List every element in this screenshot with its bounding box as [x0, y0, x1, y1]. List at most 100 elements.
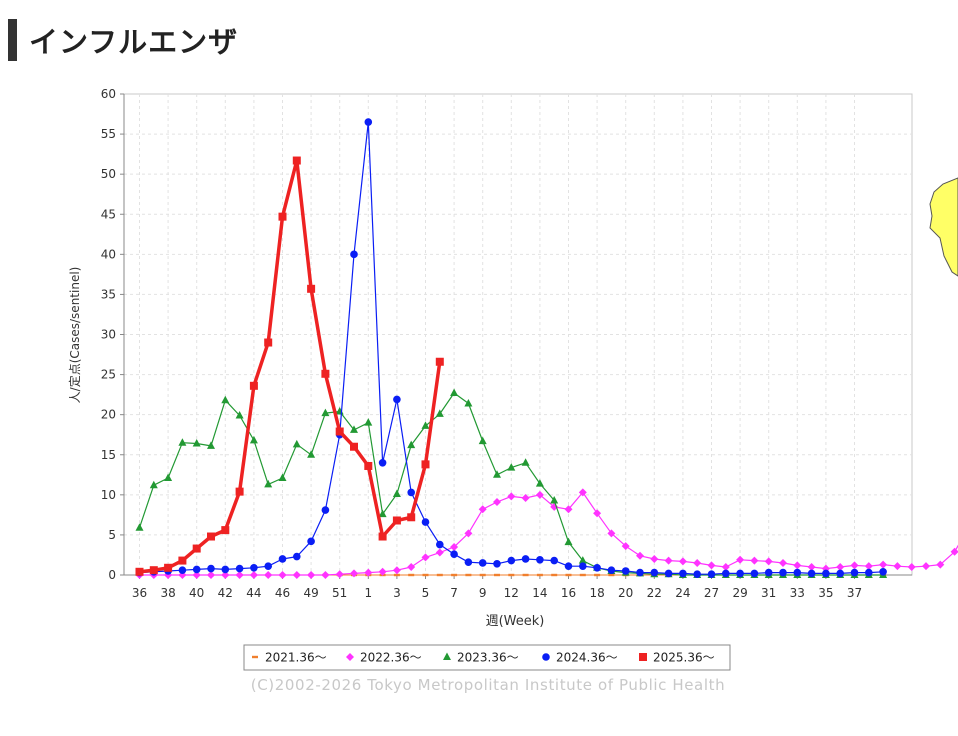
data-point — [493, 498, 501, 507]
data-point — [650, 554, 659, 563]
data-point — [764, 557, 773, 566]
data-point — [278, 473, 287, 481]
x-tick-label: 33 — [790, 586, 805, 600]
data-point — [249, 381, 258, 390]
data-point — [135, 523, 144, 531]
data-point — [207, 532, 215, 541]
data-point — [451, 573, 458, 577]
data-point — [750, 569, 759, 578]
y-tick-label: 55 — [101, 127, 116, 141]
data-point — [550, 495, 559, 504]
data-point — [221, 395, 230, 404]
series-s2025 — [135, 156, 444, 576]
data-point — [393, 395, 401, 404]
x-tick-label: 36 — [132, 586, 147, 600]
data-point — [164, 563, 173, 572]
heading-accent-bar — [8, 19, 17, 61]
data-point — [579, 562, 587, 570]
data-point — [578, 556, 587, 564]
x-tick-label: 44 — [246, 586, 261, 600]
y-tick-label: 15 — [101, 448, 116, 462]
y-tick-label: 30 — [101, 328, 116, 342]
legend-marker — [443, 652, 451, 660]
data-point — [235, 410, 244, 419]
legend-marker — [542, 653, 550, 661]
data-point — [307, 284, 316, 293]
data-point — [607, 566, 616, 574]
x-tick-label: 18 — [589, 586, 604, 600]
data-point — [421, 553, 430, 562]
data-point — [750, 556, 759, 565]
data-point — [707, 570, 716, 578]
data-point — [508, 573, 515, 577]
data-point — [307, 450, 316, 458]
y-tick-label: 60 — [101, 87, 116, 101]
data-point — [907, 562, 916, 571]
data-point — [836, 569, 844, 578]
map-fragment-shape — [929, 177, 958, 277]
data-point — [250, 563, 258, 572]
data-point — [793, 561, 802, 570]
data-point — [378, 532, 387, 541]
data-point — [307, 537, 315, 546]
data-point — [235, 571, 244, 579]
data-point — [149, 480, 158, 489]
y-tick-label: 20 — [101, 408, 116, 422]
x-tick-label: 7 — [450, 586, 458, 600]
x-tick-label: 40 — [189, 586, 204, 600]
data-point — [807, 569, 816, 578]
data-point — [321, 506, 330, 514]
data-point — [407, 488, 416, 497]
x-tick-label: 14 — [532, 586, 547, 600]
data-point — [764, 568, 773, 577]
y-tick-label: 35 — [101, 287, 116, 301]
data-point — [408, 573, 415, 577]
legend-label: 2021.36～ — [265, 651, 327, 665]
data-point — [436, 573, 443, 577]
y-axis-label: 人/定点(Cases/sentinel) — [67, 267, 82, 404]
legend-marker — [639, 653, 647, 661]
data-point — [678, 557, 687, 566]
data-point — [779, 568, 787, 577]
legend-label: 2025.36～ — [653, 651, 715, 665]
data-point — [893, 562, 902, 571]
data-point — [793, 568, 802, 577]
data-point — [594, 573, 601, 577]
legend-label: 2022.36～ — [360, 651, 422, 665]
data-point — [564, 562, 573, 570]
data-point — [178, 566, 187, 574]
data-point — [249, 571, 258, 579]
data-point — [264, 571, 273, 579]
data-point — [421, 421, 430, 429]
data-point — [607, 529, 616, 538]
y-tick-label: 5 — [108, 528, 116, 542]
series-line — [139, 158, 442, 574]
data-point — [621, 567, 630, 575]
data-point — [478, 559, 487, 567]
data-point — [135, 567, 144, 576]
y-tick-label: 45 — [101, 207, 116, 221]
data-point — [435, 357, 444, 366]
data-point — [536, 573, 543, 577]
data-point — [292, 571, 301, 579]
data-point — [335, 570, 344, 579]
data-point — [850, 568, 859, 577]
data-point — [535, 479, 544, 487]
data-point — [364, 418, 373, 426]
grid-layer — [123, 93, 913, 576]
data-point — [478, 505, 487, 514]
y-tick-label: 40 — [101, 247, 116, 261]
data-point — [249, 435, 258, 444]
x-tick-label: 51 — [332, 586, 347, 600]
data-point — [521, 458, 530, 466]
data-point — [636, 568, 644, 577]
x-tick-label: 46 — [275, 586, 290, 600]
data-point — [707, 561, 716, 570]
data-point — [879, 567, 887, 576]
x-tick-label: 29 — [732, 586, 747, 600]
data-point — [264, 479, 273, 488]
data-point — [350, 569, 358, 578]
data-point — [421, 460, 430, 469]
data-point — [693, 570, 701, 578]
